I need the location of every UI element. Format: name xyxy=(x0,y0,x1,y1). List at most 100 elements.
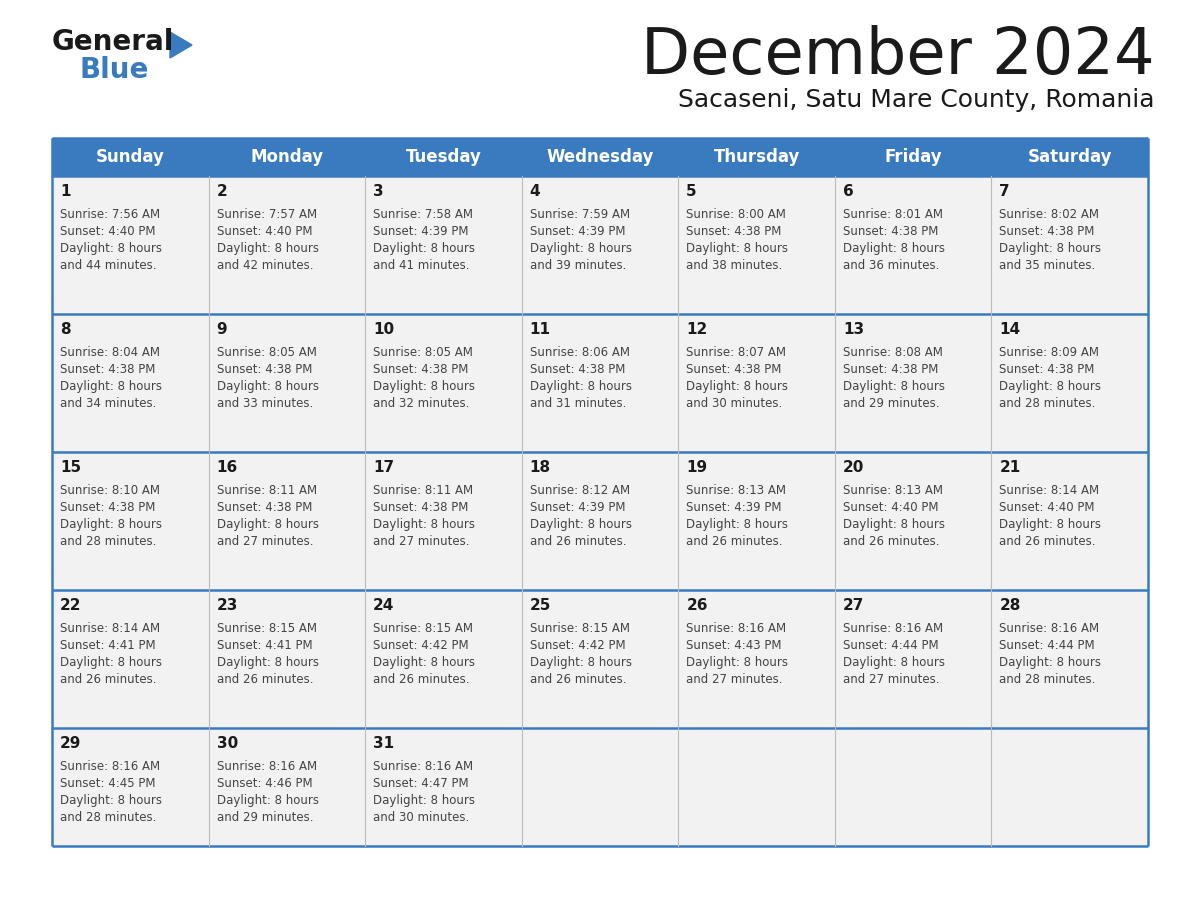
Text: Daylight: 8 hours: Daylight: 8 hours xyxy=(373,380,475,393)
Text: and 38 minutes.: and 38 minutes. xyxy=(687,259,783,272)
Text: 13: 13 xyxy=(842,322,864,337)
Text: Daylight: 8 hours: Daylight: 8 hours xyxy=(216,242,318,255)
Text: and 26 minutes.: and 26 minutes. xyxy=(687,535,783,548)
Text: Sunset: 4:38 PM: Sunset: 4:38 PM xyxy=(687,363,782,376)
Text: 22: 22 xyxy=(61,598,82,613)
Text: Sunset: 4:40 PM: Sunset: 4:40 PM xyxy=(216,225,312,238)
Text: and 26 minutes.: and 26 minutes. xyxy=(842,535,940,548)
Text: Daylight: 8 hours: Daylight: 8 hours xyxy=(216,656,318,669)
Text: 12: 12 xyxy=(687,322,708,337)
Text: Sunset: 4:44 PM: Sunset: 4:44 PM xyxy=(999,639,1095,652)
Text: 30: 30 xyxy=(216,736,238,751)
Text: Daylight: 8 hours: Daylight: 8 hours xyxy=(842,656,944,669)
Text: Blue: Blue xyxy=(80,56,150,84)
Text: and 26 minutes.: and 26 minutes. xyxy=(530,535,626,548)
Text: Sunset: 4:38 PM: Sunset: 4:38 PM xyxy=(530,363,625,376)
Text: Daylight: 8 hours: Daylight: 8 hours xyxy=(216,518,318,531)
Text: 25: 25 xyxy=(530,598,551,613)
Bar xyxy=(52,314,1148,452)
Text: 10: 10 xyxy=(373,322,394,337)
Text: 16: 16 xyxy=(216,460,238,475)
Text: and 29 minutes.: and 29 minutes. xyxy=(842,397,940,410)
Text: Sunrise: 8:16 AM: Sunrise: 8:16 AM xyxy=(373,760,473,773)
Text: and 34 minutes.: and 34 minutes. xyxy=(61,397,157,410)
Text: and 30 minutes.: and 30 minutes. xyxy=(373,811,469,824)
Text: Sunrise: 8:05 AM: Sunrise: 8:05 AM xyxy=(373,346,473,359)
Text: and 26 minutes.: and 26 minutes. xyxy=(61,673,157,686)
Text: 15: 15 xyxy=(61,460,81,475)
Text: Sunrise: 8:01 AM: Sunrise: 8:01 AM xyxy=(842,208,943,221)
Text: and 27 minutes.: and 27 minutes. xyxy=(216,535,314,548)
Text: Sunrise: 8:09 AM: Sunrise: 8:09 AM xyxy=(999,346,1099,359)
Text: Monday: Monday xyxy=(251,148,323,166)
Text: Daylight: 8 hours: Daylight: 8 hours xyxy=(373,656,475,669)
Text: Sunrise: 7:56 AM: Sunrise: 7:56 AM xyxy=(61,208,160,221)
Text: Sunset: 4:43 PM: Sunset: 4:43 PM xyxy=(687,639,782,652)
Text: 9: 9 xyxy=(216,322,227,337)
Text: and 28 minutes.: and 28 minutes. xyxy=(61,811,157,824)
Text: and 28 minutes.: and 28 minutes. xyxy=(999,397,1095,410)
Text: 11: 11 xyxy=(530,322,551,337)
Text: Sunset: 4:38 PM: Sunset: 4:38 PM xyxy=(373,363,468,376)
Text: 2: 2 xyxy=(216,184,227,199)
Text: 8: 8 xyxy=(61,322,70,337)
Text: Sunset: 4:38 PM: Sunset: 4:38 PM xyxy=(216,501,312,514)
Text: Daylight: 8 hours: Daylight: 8 hours xyxy=(842,242,944,255)
Text: Sunrise: 8:13 AM: Sunrise: 8:13 AM xyxy=(687,484,786,497)
Text: Sacaseni, Satu Mare County, Romania: Sacaseni, Satu Mare County, Romania xyxy=(678,88,1155,112)
Text: Sunrise: 8:14 AM: Sunrise: 8:14 AM xyxy=(999,484,1100,497)
Text: Sunrise: 8:05 AM: Sunrise: 8:05 AM xyxy=(216,346,316,359)
Text: and 29 minutes.: and 29 minutes. xyxy=(216,811,314,824)
Text: and 36 minutes.: and 36 minutes. xyxy=(842,259,940,272)
Text: Sunset: 4:38 PM: Sunset: 4:38 PM xyxy=(842,225,939,238)
Bar xyxy=(52,728,1148,846)
Text: 6: 6 xyxy=(842,184,854,199)
Text: Daylight: 8 hours: Daylight: 8 hours xyxy=(61,518,162,531)
Text: Daylight: 8 hours: Daylight: 8 hours xyxy=(373,794,475,807)
Polygon shape xyxy=(170,32,192,58)
Text: Sunrise: 8:12 AM: Sunrise: 8:12 AM xyxy=(530,484,630,497)
Text: Daylight: 8 hours: Daylight: 8 hours xyxy=(530,380,632,393)
Text: and 41 minutes.: and 41 minutes. xyxy=(373,259,469,272)
Text: Sunset: 4:39 PM: Sunset: 4:39 PM xyxy=(530,501,625,514)
Text: and 26 minutes.: and 26 minutes. xyxy=(999,535,1095,548)
Text: 21: 21 xyxy=(999,460,1020,475)
Text: Daylight: 8 hours: Daylight: 8 hours xyxy=(687,518,789,531)
Text: 4: 4 xyxy=(530,184,541,199)
Text: Sunrise: 8:07 AM: Sunrise: 8:07 AM xyxy=(687,346,786,359)
Text: 7: 7 xyxy=(999,184,1010,199)
Text: Daylight: 8 hours: Daylight: 8 hours xyxy=(687,656,789,669)
Text: 29: 29 xyxy=(61,736,81,751)
Text: Daylight: 8 hours: Daylight: 8 hours xyxy=(61,794,162,807)
Text: Sunset: 4:38 PM: Sunset: 4:38 PM xyxy=(373,501,468,514)
Text: Daylight: 8 hours: Daylight: 8 hours xyxy=(687,380,789,393)
Text: Daylight: 8 hours: Daylight: 8 hours xyxy=(61,242,162,255)
Text: and 27 minutes.: and 27 minutes. xyxy=(373,535,469,548)
Text: and 33 minutes.: and 33 minutes. xyxy=(216,397,312,410)
Text: and 39 minutes.: and 39 minutes. xyxy=(530,259,626,272)
Text: Daylight: 8 hours: Daylight: 8 hours xyxy=(61,380,162,393)
Text: Sunset: 4:39 PM: Sunset: 4:39 PM xyxy=(687,501,782,514)
Text: and 44 minutes.: and 44 minutes. xyxy=(61,259,157,272)
Text: and 32 minutes.: and 32 minutes. xyxy=(373,397,469,410)
Text: 17: 17 xyxy=(373,460,394,475)
Text: Sunset: 4:45 PM: Sunset: 4:45 PM xyxy=(61,777,156,790)
Text: Sunrise: 8:16 AM: Sunrise: 8:16 AM xyxy=(842,622,943,635)
Text: Sunset: 4:40 PM: Sunset: 4:40 PM xyxy=(842,501,939,514)
Text: 1: 1 xyxy=(61,184,70,199)
Text: Daylight: 8 hours: Daylight: 8 hours xyxy=(687,242,789,255)
Text: and 42 minutes.: and 42 minutes. xyxy=(216,259,314,272)
Text: and 28 minutes.: and 28 minutes. xyxy=(999,673,1095,686)
Text: Daylight: 8 hours: Daylight: 8 hours xyxy=(216,794,318,807)
Text: 31: 31 xyxy=(373,736,394,751)
Text: and 28 minutes.: and 28 minutes. xyxy=(61,535,157,548)
Text: Thursday: Thursday xyxy=(713,148,800,166)
Text: Sunset: 4:47 PM: Sunset: 4:47 PM xyxy=(373,777,469,790)
Text: Sunset: 4:40 PM: Sunset: 4:40 PM xyxy=(61,225,156,238)
Text: Sunrise: 8:00 AM: Sunrise: 8:00 AM xyxy=(687,208,786,221)
Text: Sunrise: 8:06 AM: Sunrise: 8:06 AM xyxy=(530,346,630,359)
Text: Sunrise: 7:59 AM: Sunrise: 7:59 AM xyxy=(530,208,630,221)
Text: Sunrise: 8:14 AM: Sunrise: 8:14 AM xyxy=(61,622,160,635)
Text: Sunrise: 8:13 AM: Sunrise: 8:13 AM xyxy=(842,484,943,497)
Text: and 26 minutes.: and 26 minutes. xyxy=(216,673,314,686)
